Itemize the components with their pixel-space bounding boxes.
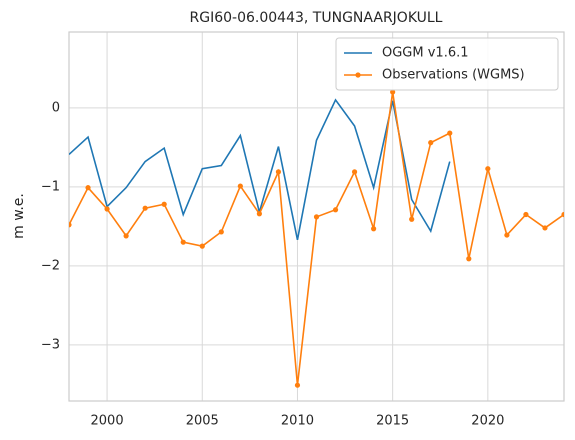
series-line xyxy=(69,91,564,386)
y-axis-label: m w.e. xyxy=(11,193,27,239)
x-tick-label: 2015 xyxy=(376,414,409,429)
data-point xyxy=(237,183,243,189)
data-point xyxy=(466,256,472,262)
data-point xyxy=(275,169,282,175)
data-point xyxy=(523,211,529,218)
x-tick-label: 2020 xyxy=(471,414,504,429)
y-tick-label: −2 xyxy=(41,258,60,273)
data-point xyxy=(485,166,491,172)
data-point xyxy=(218,229,224,235)
data-point xyxy=(142,205,148,211)
chart-title: RGI60-06.00443, TUNGNAARJOKULL xyxy=(190,10,443,26)
x-tick-label: 2000 xyxy=(91,414,124,429)
y-tick-label: 0 xyxy=(52,100,60,115)
data-point xyxy=(199,243,205,249)
data-point xyxy=(85,185,91,191)
y-tick-label: −1 xyxy=(41,179,60,194)
x-tick-label: 2010 xyxy=(281,414,314,429)
data-point xyxy=(161,201,167,207)
data-point xyxy=(371,226,377,232)
data-point xyxy=(351,169,358,175)
data-point xyxy=(104,206,110,212)
data-point xyxy=(428,140,434,146)
data-point xyxy=(390,89,396,95)
data-point xyxy=(180,239,186,245)
legend-label: OGGM v1.6.1 xyxy=(382,46,469,61)
data-point xyxy=(447,130,453,136)
data-point xyxy=(123,233,129,239)
data-point xyxy=(313,214,320,220)
data-point xyxy=(409,216,415,222)
legend-marker xyxy=(355,72,361,78)
data-point xyxy=(561,211,564,218)
legend-label: Observations (WGMS) xyxy=(382,68,525,83)
data-point xyxy=(69,222,72,228)
data-point xyxy=(332,207,339,213)
data-point xyxy=(504,232,510,238)
data-point xyxy=(542,225,548,231)
data-point xyxy=(294,382,301,388)
data-point xyxy=(256,211,262,217)
y-tick-label: −3 xyxy=(41,337,60,352)
legend-box xyxy=(335,37,559,91)
x-tick-label: 2005 xyxy=(186,414,219,429)
